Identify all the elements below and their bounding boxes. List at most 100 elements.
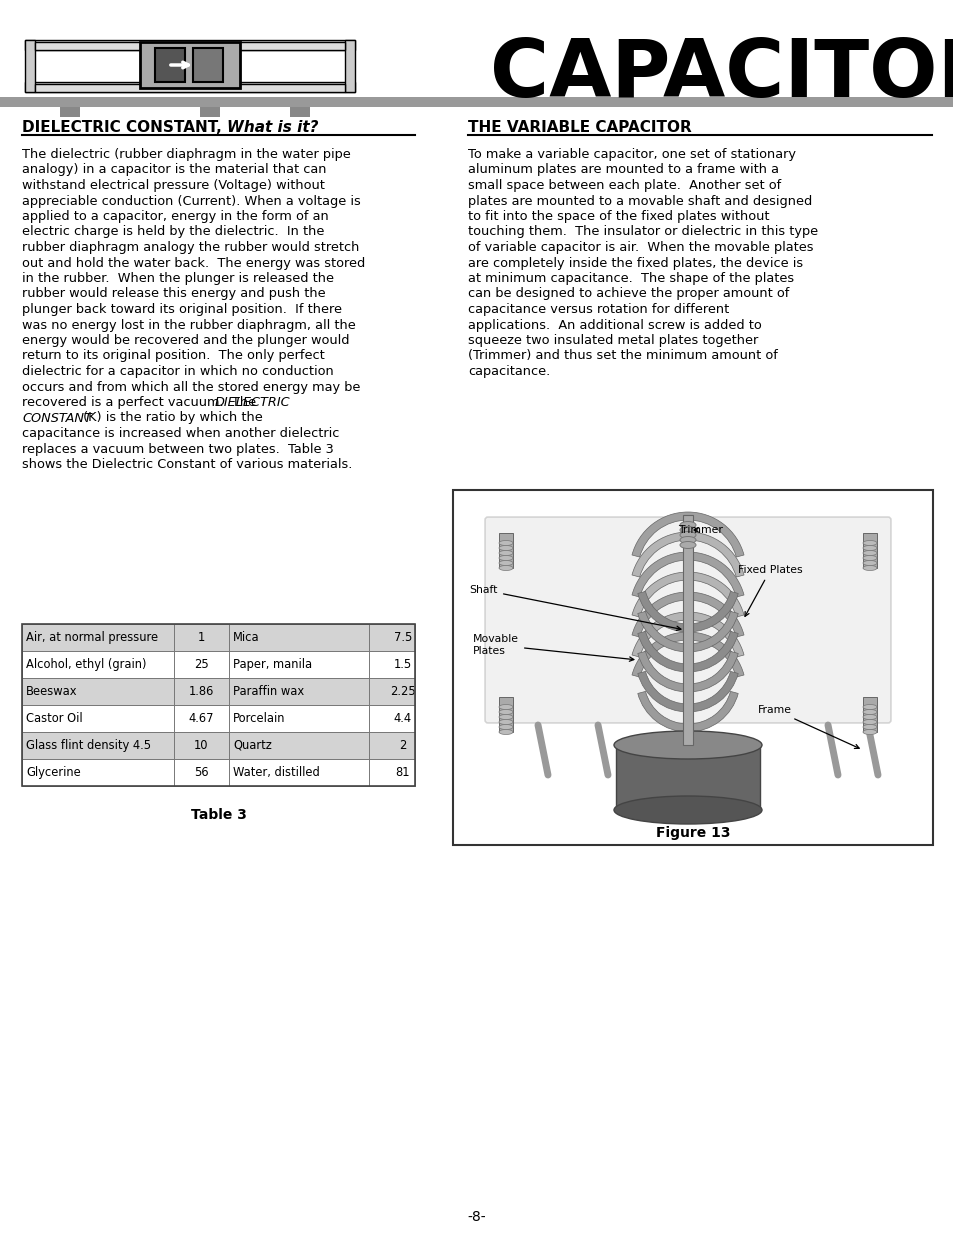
Text: Table 3: Table 3 (191, 808, 246, 823)
Ellipse shape (862, 709, 876, 715)
Ellipse shape (498, 556, 513, 561)
Bar (35, 84, 345, 91)
Ellipse shape (498, 730, 513, 735)
Text: -8-: -8- (467, 1210, 486, 1224)
Text: 4.4: 4.4 (394, 713, 412, 725)
Text: 1.86: 1.86 (189, 685, 214, 698)
Text: Glycerine: Glycerine (26, 766, 81, 779)
Text: Fixed Plates: Fixed Plates (738, 564, 801, 616)
Wedge shape (631, 613, 743, 657)
Text: DIELECTRIC CONSTANT,: DIELECTRIC CONSTANT, (22, 120, 227, 135)
Text: energy would be recovered and the plunger would: energy would be recovered and the plunge… (22, 333, 349, 347)
Text: 81: 81 (395, 766, 410, 779)
Text: 2.25: 2.25 (390, 685, 416, 698)
Bar (25, 40, 355, 49)
Text: THE VARIABLE CAPACITOR: THE VARIABLE CAPACITOR (468, 120, 691, 135)
Text: replaces a vacuum between two plates.  Table 3: replaces a vacuum between two plates. Ta… (22, 442, 334, 456)
Bar (862, 534, 876, 568)
Text: in the rubber.  When the plunger is released the: in the rubber. When the plunger is relea… (22, 272, 334, 285)
Text: small space between each plate.  Another set of: small space between each plate. Another … (468, 179, 781, 191)
Wedge shape (638, 672, 738, 713)
Bar (22, 624, 415, 651)
Ellipse shape (498, 704, 513, 709)
Wedge shape (631, 513, 743, 557)
Ellipse shape (862, 720, 876, 725)
Ellipse shape (679, 521, 696, 529)
Ellipse shape (862, 561, 876, 566)
Text: Shaft: Shaft (469, 585, 680, 630)
Text: What is it?: What is it? (227, 120, 318, 135)
Ellipse shape (679, 541, 696, 548)
Text: capacitance versus rotation for different: capacitance versus rotation for differen… (468, 303, 728, 316)
Text: applied to a capacitor, energy in the form of an: applied to a capacitor, energy in the fo… (22, 210, 329, 224)
Bar (345, 40, 355, 91)
Text: Beeswax: Beeswax (26, 685, 77, 698)
FancyBboxPatch shape (484, 517, 890, 722)
Text: Water, distilled: Water, distilled (233, 766, 319, 779)
Text: 10: 10 (194, 739, 209, 752)
Bar (140, 42, 240, 88)
Text: To make a variable capacitor, one set of stationary: To make a variable capacitor, one set of… (468, 148, 795, 161)
Bar (290, 103, 310, 117)
Bar (22, 732, 415, 760)
Ellipse shape (679, 526, 696, 534)
Bar (22, 760, 415, 785)
Bar (193, 48, 223, 82)
Ellipse shape (498, 546, 513, 551)
Text: (K) is the ratio by which the: (K) is the ratio by which the (79, 411, 262, 425)
Bar (22, 651, 415, 678)
Ellipse shape (614, 731, 761, 760)
Bar (498, 534, 513, 568)
Ellipse shape (498, 566, 513, 571)
Wedge shape (631, 592, 743, 637)
Text: The dielectric (rubber diaphragm in the water pipe: The dielectric (rubber diaphragm in the … (22, 148, 351, 161)
Text: 56: 56 (194, 766, 209, 779)
Ellipse shape (862, 556, 876, 561)
Text: return to its original position.  The only perfect: return to its original position. The onl… (22, 350, 324, 363)
Text: Alcohol, ethyl (grain): Alcohol, ethyl (grain) (26, 658, 147, 671)
Text: Frame: Frame (758, 705, 859, 748)
Bar (154, 48, 185, 82)
Text: 1.5: 1.5 (394, 658, 412, 671)
Text: DIELECTRIC: DIELECTRIC (214, 396, 291, 409)
Wedge shape (638, 692, 738, 732)
Text: Air, at normal pressure: Air, at normal pressure (26, 631, 158, 643)
Bar (22, 624, 415, 785)
Ellipse shape (498, 720, 513, 725)
Wedge shape (631, 552, 743, 597)
Text: 25: 25 (193, 658, 209, 671)
Bar (35, 42, 345, 49)
Bar (60, 103, 80, 117)
Text: can be designed to achieve the proper amount of: can be designed to achieve the proper am… (468, 288, 788, 300)
Bar (22, 678, 415, 705)
Text: 7.5: 7.5 (394, 631, 412, 643)
Text: Paper, manila: Paper, manila (233, 658, 312, 671)
Text: at minimum capacitance.  The shape of the plates: at minimum capacitance. The shape of the… (468, 272, 793, 285)
Ellipse shape (679, 536, 696, 543)
Text: 1: 1 (197, 631, 205, 643)
Ellipse shape (862, 541, 876, 546)
Text: rubber diaphragm analogy the rubber would stretch: rubber diaphragm analogy the rubber woul… (22, 241, 359, 254)
Wedge shape (631, 572, 743, 618)
Text: CAPACITORS: CAPACITORS (490, 36, 953, 114)
Bar (25, 82, 355, 91)
Text: analogy) in a capacitor is the material that can: analogy) in a capacitor is the material … (22, 163, 326, 177)
Bar (616, 745, 760, 810)
Text: dielectric for a capacitor in which no conduction: dielectric for a capacitor in which no c… (22, 366, 334, 378)
Text: 4.67: 4.67 (189, 713, 214, 725)
Text: CONSTANT: CONSTANT (22, 411, 91, 425)
Ellipse shape (498, 551, 513, 556)
Text: Quartz: Quartz (233, 739, 272, 752)
Ellipse shape (498, 561, 513, 566)
Text: squeeze two insulated metal plates together: squeeze two insulated metal plates toget… (468, 333, 758, 347)
Text: Trimmer: Trimmer (678, 525, 722, 535)
Bar (453, 490, 932, 845)
Text: recovered is a perfect vacuum.  The: recovered is a perfect vacuum. The (22, 396, 260, 409)
Ellipse shape (498, 715, 513, 720)
Bar (25, 40, 35, 91)
Text: to fit into the space of the fixed plates without: to fit into the space of the fixed plate… (468, 210, 769, 224)
Text: (Trimmer) and thus set the minimum amount of: (Trimmer) and thus set the minimum amoun… (468, 350, 777, 363)
Ellipse shape (862, 730, 876, 735)
Text: Movable
Plates: Movable Plates (473, 635, 633, 661)
Bar (682, 515, 692, 745)
